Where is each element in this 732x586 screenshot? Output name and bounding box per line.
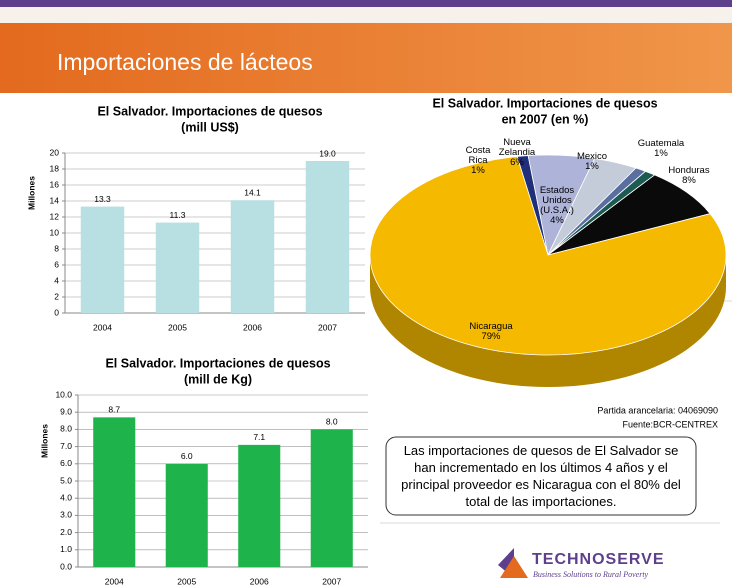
- pie-label-name: Nueva Zelandia: [498, 137, 536, 158]
- value-label: 8.0: [326, 417, 338, 427]
- pie-label-value: 8%: [682, 175, 696, 186]
- y-axis-label: Millones: [26, 176, 36, 210]
- pie-slice: [369, 156, 727, 356]
- bar: [80, 206, 125, 313]
- y-tick-label: 4: [54, 275, 59, 285]
- pie-label-value: 6%: [510, 157, 524, 168]
- x-tick-label: 2004: [105, 576, 124, 586]
- pie-label-value: 1%: [471, 165, 485, 176]
- x-tick-label: 2007: [318, 322, 337, 332]
- chart-title: El Salvador. Importaciones de quesos: [432, 96, 657, 110]
- bar: [165, 463, 208, 567]
- chart-subtitle: (mill US$): [181, 120, 239, 134]
- y-tick-label: 2: [54, 291, 59, 301]
- x-tick-label: 2004: [93, 322, 112, 332]
- y-tick-label: 10.0: [55, 389, 72, 399]
- y-tick-label: 8: [54, 243, 59, 253]
- pie-label-name: Nicaragua: [469, 321, 513, 332]
- y-tick-label: 7.0: [60, 441, 72, 451]
- chart-title: El Salvador. Importaciones de quesos: [97, 104, 322, 118]
- value-label: 13.3: [94, 194, 111, 204]
- pie-label-name: Guatemala: [637, 138, 685, 149]
- bar: [155, 222, 200, 313]
- value-label: 11.3: [170, 210, 186, 220]
- y-axis-label: Millones: [39, 424, 49, 458]
- pie-label-name: Costa Rica: [465, 145, 491, 166]
- pie-label-value: 4%: [550, 215, 564, 226]
- y-tick-label: 0: [54, 307, 59, 317]
- x-tick-label: 2005: [177, 576, 196, 586]
- y-tick-label: 16: [50, 179, 60, 189]
- value-label: 7.1: [253, 432, 265, 442]
- slide-title: Importaciones de lácteos: [57, 49, 313, 75]
- y-tick-label: 10: [50, 227, 60, 237]
- banner: [0, 23, 732, 93]
- value-label: 6.0: [181, 451, 193, 461]
- x-tick-label: 2005: [168, 322, 187, 332]
- pie-side: [370, 255, 726, 387]
- y-tick-label: 2.0: [60, 527, 72, 537]
- x-tick-label: 2006: [250, 576, 269, 586]
- y-tick-label: 4.0: [60, 492, 72, 502]
- value-label: 8.7: [108, 405, 120, 415]
- y-tick-label: 8.0: [60, 424, 72, 434]
- x-tick-label: 2006: [243, 322, 262, 332]
- value-label: 19.0: [319, 148, 336, 158]
- y-tick-label: 3.0: [60, 510, 72, 520]
- chart-title: El Salvador. Importaciones de quesos: [105, 356, 330, 370]
- banner-light: [0, 7, 732, 23]
- y-tick-label: 1.0: [60, 544, 72, 554]
- top-stripe: [0, 0, 732, 7]
- y-tick-label: 9.0: [60, 406, 72, 416]
- pie-label: Nueva Zelandia 6%: [490, 138, 545, 168]
- chart-subtitle: (mill de Kg): [184, 372, 252, 386]
- pie-label-name: Mexico: [576, 151, 608, 162]
- y-tick-label: 18: [50, 163, 60, 173]
- pie-label: Mexico 1%: [572, 152, 612, 172]
- bar: [305, 161, 350, 313]
- chart-subtitle: en 2007 (en %): [502, 112, 589, 126]
- logo-icon: [500, 556, 528, 578]
- summary-text: Las importaciones de quesos de El Salvad…: [401, 443, 681, 509]
- pie-label: Guatemala 1%: [631, 139, 691, 159]
- value-label: 14.1: [244, 187, 261, 197]
- y-tick-label: 14: [50, 195, 60, 205]
- y-tick-label: 0.0: [60, 561, 72, 571]
- pie-label: Costa Rica 1%: [458, 146, 498, 176]
- note-tariff: Partida arancelaria: 04069090: [597, 405, 718, 415]
- y-tick-label: 12: [50, 211, 60, 221]
- pie-label-value: 1%: [585, 161, 599, 172]
- y-tick-label: 20: [50, 147, 60, 157]
- pie-label-value: 79%: [481, 331, 501, 342]
- note-source: Fuente:BCR-CENTREX: [622, 419, 718, 429]
- logo-name: TECHNOSERVE: [532, 551, 665, 568]
- pie-label: Honduras 8%: [659, 166, 719, 186]
- y-tick-label: 5.0: [60, 475, 72, 485]
- logo-tagline: Business Solutions to Rural Poverty: [533, 570, 649, 579]
- bar: [230, 200, 275, 313]
- y-tick-label: 6: [54, 259, 59, 269]
- bar: [93, 417, 136, 567]
- pie-label-value: 1%: [654, 148, 668, 159]
- pie-label-name: Estados Unidos (U.S.A.): [539, 185, 575, 216]
- y-tick-label: 6.0: [60, 458, 72, 468]
- x-tick-label: 2007: [322, 576, 341, 586]
- pie-label: Nicaragua 79%: [451, 322, 531, 342]
- pie-slice: [547, 174, 711, 256]
- pie-label: Estados Unidos (U.S.A.) 4%: [532, 186, 582, 226]
- summary-box: [385, 436, 697, 516]
- bar: [310, 429, 353, 567]
- bar: [238, 444, 281, 567]
- pie-label-name: Honduras: [668, 165, 710, 176]
